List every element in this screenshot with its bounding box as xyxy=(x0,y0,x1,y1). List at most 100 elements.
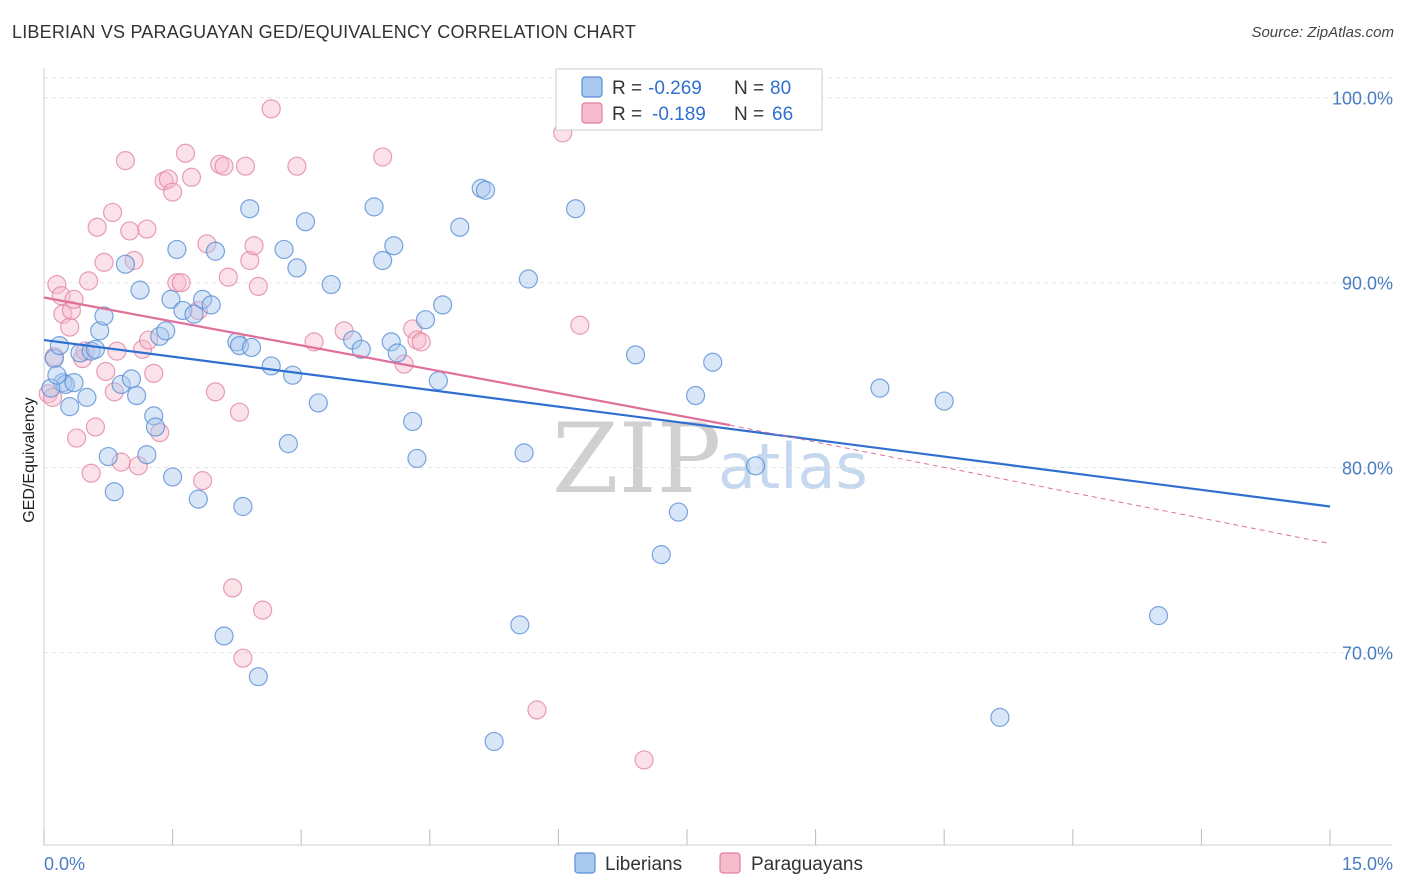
y-tick-label: 70.0% xyxy=(1342,644,1393,664)
liberian-point xyxy=(156,321,176,341)
legend-r-value-1: -0.269 xyxy=(648,78,702,99)
liberians-trend-line xyxy=(43,338,1331,508)
paraguayan-point xyxy=(223,578,243,598)
liberian-point xyxy=(49,335,70,356)
liberian-point xyxy=(745,456,766,476)
liberian-point xyxy=(668,502,689,522)
legend-r-value-2: -0.189 xyxy=(652,104,706,125)
paraguayan-point xyxy=(218,267,238,287)
y-tick-label: 100.0% xyxy=(1332,89,1393,109)
trend-lines xyxy=(43,296,1331,544)
y-tick-label: 80.0% xyxy=(1342,459,1393,479)
x-tick-label-max: 15.0% xyxy=(1342,854,1393,874)
paraguayan-point xyxy=(634,750,654,770)
legend-r-label-2: R = xyxy=(612,104,642,125)
paraguayan-point xyxy=(248,276,268,297)
liberian-point xyxy=(233,496,253,517)
x-tick-labels: 0.0% 15.0% xyxy=(44,854,1393,874)
liberian-point xyxy=(240,199,260,219)
liberian-point xyxy=(651,545,671,565)
liberian-point xyxy=(248,667,268,687)
paraguayan-point xyxy=(240,250,260,271)
liberian-point xyxy=(111,374,131,395)
liberian-point xyxy=(475,180,496,200)
paraguayan-point xyxy=(193,471,213,491)
legend-n-label-1: N = xyxy=(734,78,764,99)
liberian-point xyxy=(94,306,114,326)
paraguayan-point xyxy=(233,648,253,668)
liberian-point xyxy=(625,345,646,365)
liberian-point xyxy=(145,417,166,437)
paraguayan-point xyxy=(287,156,307,176)
liberian-point xyxy=(364,197,384,217)
legend-paraguayans-label: Paraguayans xyxy=(751,854,863,875)
chart-title: LIBERIAN VS PARAGUAYAN GED/EQUIVALENCY C… xyxy=(12,22,637,42)
paraguayan-point xyxy=(175,143,196,163)
liberian-point xyxy=(150,326,170,346)
liberian-point xyxy=(990,707,1010,727)
paraguayan-point xyxy=(61,300,82,321)
paraguayan-point xyxy=(570,315,590,335)
paraguayan-point xyxy=(411,332,431,352)
liberian-point xyxy=(137,445,157,465)
paraguayan-point xyxy=(115,151,136,171)
liberian-point xyxy=(90,321,110,341)
liberian-point xyxy=(407,448,427,469)
liberian-point xyxy=(205,241,226,261)
liberian-point xyxy=(241,337,262,358)
legend-liberians-label: Liberians xyxy=(605,854,682,875)
paraguayans-trend-extension xyxy=(729,424,1331,544)
paraguayan-point xyxy=(253,600,273,620)
y-tick-labels: 100.0% 90.0% 80.0% 70.0% xyxy=(1332,89,1393,664)
paraguayan-point xyxy=(373,147,393,167)
liberian-point xyxy=(373,250,393,271)
axes xyxy=(43,68,1392,846)
liberian-point xyxy=(121,369,142,389)
paraguayan-point xyxy=(167,273,187,293)
paraguayan-point xyxy=(64,289,84,309)
paraguayan-point xyxy=(87,217,107,237)
paraguayan-point xyxy=(81,463,101,483)
liberian-point xyxy=(47,365,67,385)
legend-liberians-swatch xyxy=(574,852,596,874)
liberian-point xyxy=(77,387,97,407)
liberian-point xyxy=(261,356,281,376)
liberian-point xyxy=(518,269,538,289)
paraguayan-point xyxy=(205,382,226,402)
watermark-zip: ZIP xyxy=(552,403,721,515)
paraguayan-point xyxy=(47,274,67,295)
y-axis-label: GED/Equivalency xyxy=(21,397,38,522)
liberian-point xyxy=(934,391,954,411)
paraguayan-point xyxy=(104,382,124,402)
liberian-point xyxy=(85,339,106,359)
liberian-point xyxy=(295,212,316,232)
paraguayan-point xyxy=(120,221,140,241)
paraguayan-point xyxy=(244,236,264,256)
liberian-point xyxy=(130,280,150,300)
series-legend: Liberians Paraguayans xyxy=(574,852,863,875)
liberian-point xyxy=(287,258,307,278)
liberian-point xyxy=(703,352,723,372)
paraguayan-point xyxy=(235,156,256,176)
paraguayan-point xyxy=(66,428,87,448)
paraguayan-point xyxy=(144,363,164,383)
liberian-point xyxy=(274,239,294,260)
liberian-point xyxy=(433,295,453,315)
paraguayans-points xyxy=(38,99,654,770)
liberian-point xyxy=(60,397,80,417)
paraguayan-point xyxy=(96,361,116,382)
liberian-point xyxy=(201,295,221,315)
liberian-point xyxy=(381,332,401,352)
legend-r-label-1: R = xyxy=(612,78,642,99)
liberian-point xyxy=(514,443,534,463)
liberian-point xyxy=(351,339,371,359)
paraguayans-trend-line xyxy=(43,296,731,427)
liberian-point xyxy=(308,393,328,413)
liberian-point xyxy=(188,489,208,509)
liberian-point xyxy=(115,254,136,274)
liberian-point xyxy=(161,289,181,309)
paraguayan-point xyxy=(102,202,123,223)
paraguayan-point xyxy=(137,219,157,239)
paraguayan-point xyxy=(229,402,250,422)
